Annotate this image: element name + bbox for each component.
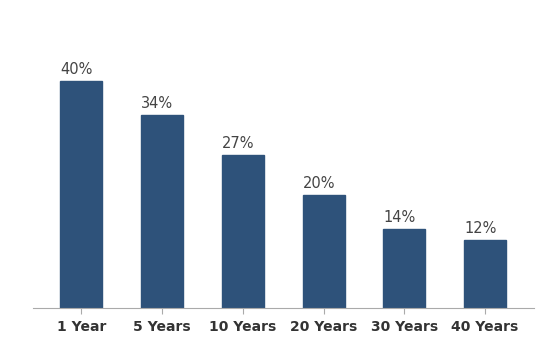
Text: 27%: 27% (222, 136, 255, 151)
Text: 20%: 20% (302, 176, 335, 191)
Text: 12%: 12% (464, 221, 497, 236)
Text: 40%: 40% (60, 62, 93, 78)
Bar (464, 240, 506, 308)
Bar (141, 115, 183, 308)
Bar (222, 155, 264, 308)
Bar (302, 195, 345, 308)
Text: 14%: 14% (383, 210, 416, 225)
Bar (60, 81, 102, 308)
Bar (383, 229, 425, 308)
Text: 34%: 34% (141, 96, 173, 112)
